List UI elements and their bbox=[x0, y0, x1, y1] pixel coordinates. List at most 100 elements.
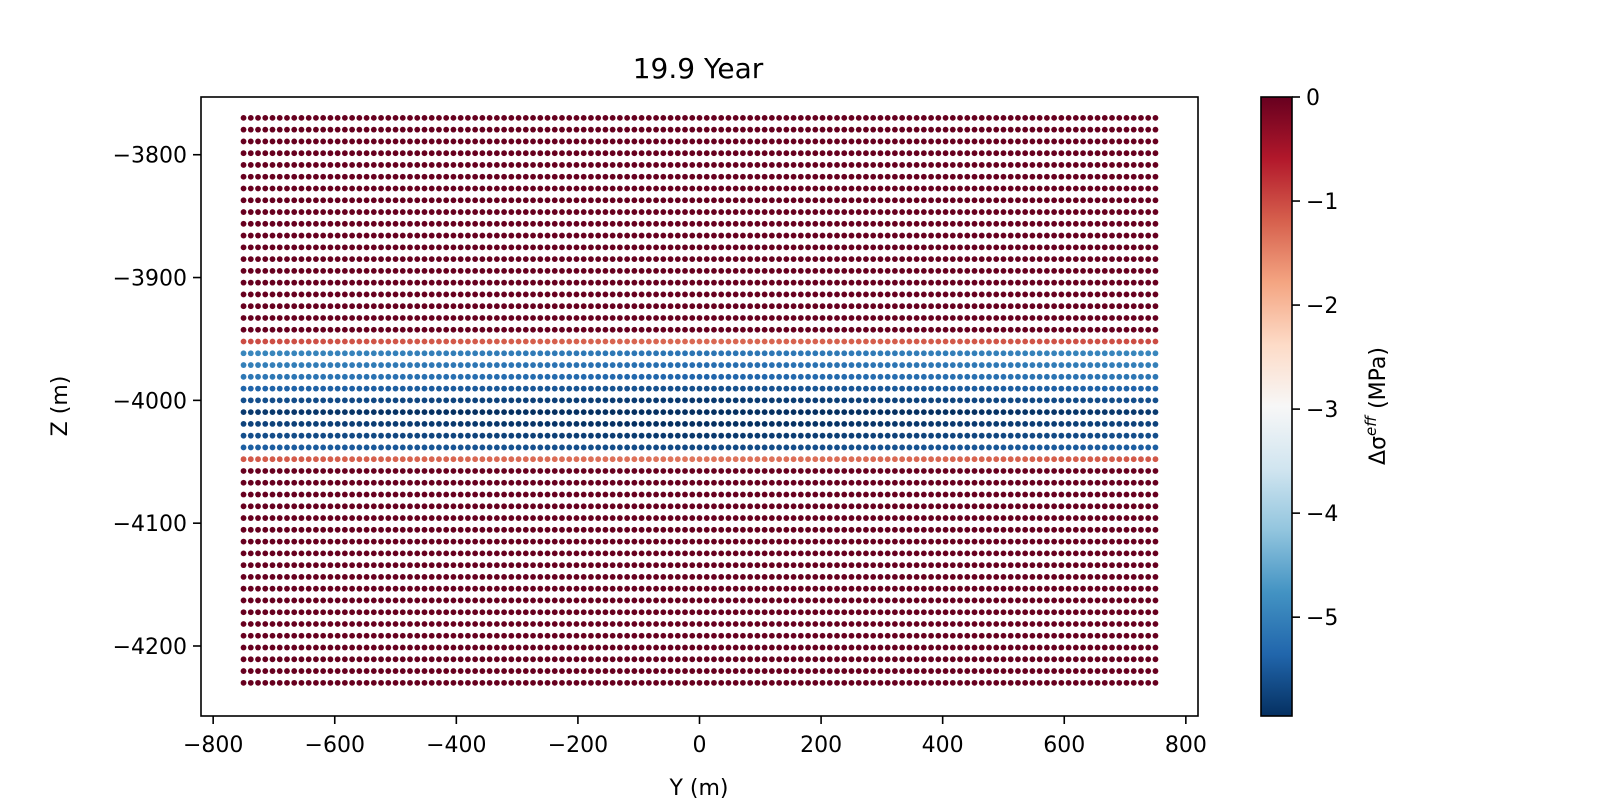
data-point-337 bbox=[841, 138, 848, 145]
data-point-4569 bbox=[1138, 526, 1144, 533]
data-point-2369 bbox=[841, 326, 848, 333]
data-point-1205 bbox=[689, 220, 696, 227]
data-point-2248 bbox=[884, 315, 891, 321]
data-point-4151 bbox=[870, 491, 877, 498]
data-point-217 bbox=[892, 126, 898, 133]
data-point-4757 bbox=[660, 550, 667, 557]
data-point-894 bbox=[276, 197, 283, 204]
data-point-4671 bbox=[957, 538, 963, 545]
data-point-1416 bbox=[378, 244, 384, 251]
data-point-3675 bbox=[1101, 444, 1108, 451]
data-point-4610 bbox=[515, 538, 522, 545]
data-point-2618 bbox=[805, 350, 811, 357]
data-point-3779 bbox=[935, 456, 942, 463]
data-point-2048 bbox=[356, 303, 363, 310]
data-point-2342 bbox=[645, 326, 652, 333]
data-point-3253 bbox=[805, 409, 811, 416]
data-point-3537 bbox=[1022, 432, 1029, 439]
data-point-4392 bbox=[776, 515, 783, 521]
data-point-896 bbox=[291, 197, 298, 204]
data-point-2814 bbox=[385, 373, 392, 380]
data-point-4266 bbox=[783, 503, 790, 510]
data-point-4942 bbox=[1080, 562, 1086, 569]
data-point-2826 bbox=[472, 373, 479, 380]
data-point-125 bbox=[1145, 114, 1152, 121]
data-point-4631 bbox=[667, 538, 674, 545]
data-point-2081 bbox=[595, 303, 602, 310]
data-point-3119 bbox=[754, 397, 761, 404]
data-point-710 bbox=[783, 173, 790, 180]
data-point-138 bbox=[320, 126, 327, 133]
data-point-2573 bbox=[479, 350, 486, 357]
data-point-2254 bbox=[928, 315, 934, 321]
data-point-1970 bbox=[711, 291, 717, 298]
data-point-3796 bbox=[1058, 456, 1065, 463]
data-point-3983 bbox=[573, 479, 580, 486]
data-point-2524 bbox=[1043, 338, 1050, 345]
data-point-4484 bbox=[522, 526, 529, 533]
data-point-420 bbox=[522, 150, 529, 157]
data-point-4118 bbox=[631, 491, 638, 498]
data-point-3496 bbox=[725, 432, 732, 439]
data-point-6 bbox=[284, 114, 290, 121]
data-point-2973 bbox=[616, 385, 623, 392]
data-point-3092 bbox=[559, 397, 565, 404]
data-point-4460 bbox=[349, 526, 356, 533]
data-point-4133 bbox=[740, 491, 746, 498]
data-point-4864 bbox=[515, 562, 522, 569]
data-point-3679 bbox=[1130, 444, 1137, 451]
data-point-4119 bbox=[638, 491, 645, 498]
data-point-378 bbox=[1138, 138, 1144, 145]
data-point-2716 bbox=[595, 362, 602, 368]
data-point-4601 bbox=[450, 538, 457, 545]
data-point-3432 bbox=[262, 432, 269, 439]
data-point-4124 bbox=[674, 491, 681, 498]
data-point-3700 bbox=[363, 456, 370, 463]
data-point-66 bbox=[718, 114, 725, 121]
data-point-3648 bbox=[906, 444, 913, 451]
data-point-3302 bbox=[240, 421, 247, 427]
data-point-2538 bbox=[1145, 338, 1152, 345]
data-point-608 bbox=[964, 162, 971, 168]
data-point-4147 bbox=[841, 491, 848, 498]
data-point-4379 bbox=[682, 515, 688, 521]
data-point-2022 bbox=[1087, 291, 1094, 298]
data-point-1169 bbox=[428, 220, 435, 227]
data-point-995 bbox=[1007, 197, 1014, 204]
data-point-4348 bbox=[457, 515, 464, 521]
data-point-3147 bbox=[957, 397, 963, 404]
data-point-1581 bbox=[653, 256, 659, 263]
data-point-2505 bbox=[906, 338, 913, 345]
data-point-1176 bbox=[479, 220, 486, 227]
data-point-4233 bbox=[544, 503, 551, 510]
data-point-355 bbox=[971, 138, 978, 145]
data-point-1690 bbox=[522, 267, 529, 274]
data-point-1129 bbox=[1058, 209, 1065, 215]
data-point-4253 bbox=[689, 503, 696, 510]
data-point-1038 bbox=[399, 209, 406, 215]
data-point-4338 bbox=[385, 515, 392, 521]
data-point-3864 bbox=[631, 468, 638, 474]
data-point-1063 bbox=[580, 209, 587, 215]
data-point-3276 bbox=[971, 409, 978, 416]
data-point-3416 bbox=[1065, 421, 1072, 427]
data-point-3799 bbox=[1080, 456, 1086, 463]
data-point-1852 bbox=[776, 279, 783, 286]
data-point-4189 bbox=[1145, 491, 1152, 498]
data-point-4355 bbox=[508, 515, 515, 521]
data-point-4490 bbox=[566, 526, 573, 533]
data-point-1922 bbox=[363, 291, 370, 298]
data-point-765 bbox=[262, 185, 269, 192]
data-point-3783 bbox=[964, 456, 971, 463]
data-point-4751 bbox=[616, 550, 623, 557]
data-point-2929 bbox=[298, 385, 305, 392]
data-point-192 bbox=[711, 126, 717, 133]
data-point-4095 bbox=[465, 491, 471, 498]
data-point-384 bbox=[262, 150, 269, 157]
data-point-4793 bbox=[920, 550, 927, 557]
data-point-4812 bbox=[1058, 550, 1065, 557]
data-point-269 bbox=[349, 138, 356, 145]
data-point-3223 bbox=[588, 409, 594, 416]
data-point-1800 bbox=[399, 279, 406, 286]
data-point-4334 bbox=[356, 515, 363, 521]
